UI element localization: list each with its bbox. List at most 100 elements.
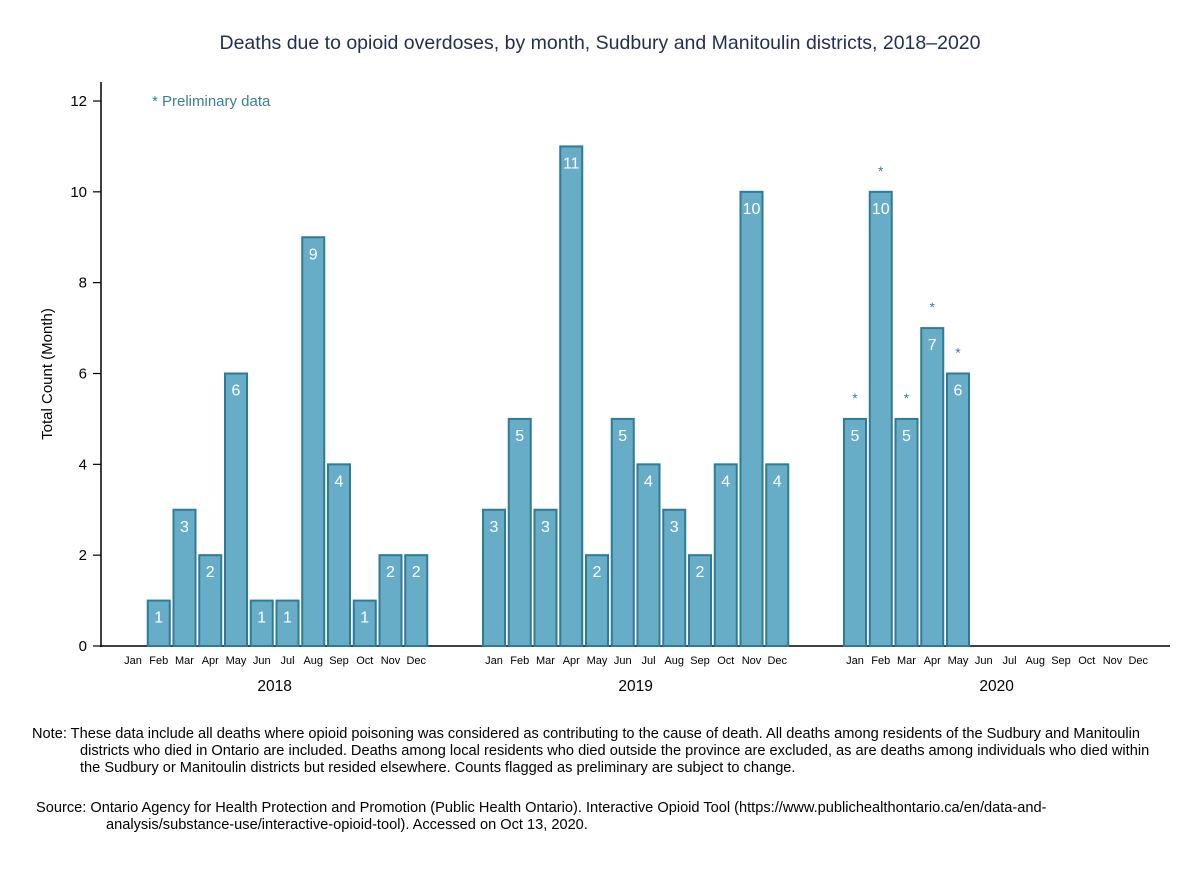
data-label: 10 [872,201,890,218]
bar [249,599,274,647]
x-tick-label: Aug [1025,655,1045,667]
data-label: 2 [412,564,421,581]
bar [378,554,403,648]
bar [585,554,609,648]
data-label: 10 [743,201,761,218]
bar [713,463,738,648]
x-tick-label: Jan [124,655,142,667]
data-label: 1 [360,610,369,627]
bar [894,417,919,647]
x-tick-label: Jul [641,655,655,667]
source-text: Source: Ontario Agency for Health Protec… [36,800,1047,833]
data-label: 5 [618,428,627,445]
bar [765,463,790,648]
x-tick-label: Oct [1078,655,1095,667]
data-label: 1 [257,610,266,627]
x-tick-label: Dec [767,655,787,667]
bar [507,417,532,647]
data-label: 4 [721,473,730,490]
x-tick-label: Aug [664,655,684,667]
bar [662,508,687,647]
data-label: 3 [490,519,499,536]
x-tick-label: Oct [717,655,734,667]
x-tick-label: Apr [563,655,580,667]
x-tick-label: Jun [614,655,632,667]
bar [198,554,223,648]
x-tick-label: Feb [871,655,890,667]
data-label: 2 [386,564,395,581]
bar [172,508,197,647]
bar [301,236,326,647]
x-tick-label: May [948,655,969,667]
x-tick-label: Jul [1002,655,1016,667]
x-tick-label: Feb [510,655,529,667]
data-label: 5 [515,428,524,445]
x-tick-label: Dec [1128,655,1148,667]
x-tick-label: Nov [742,655,762,667]
y-tick-label: 0 [79,638,87,655]
data-label: 1 [154,610,163,627]
preliminary-marker: * [878,163,884,179]
bar [868,190,893,647]
data-label: 11 [563,155,580,172]
data-label: 3 [670,519,679,536]
preliminary-annotation: * Preliminary data [152,93,271,110]
data-label: 9 [309,246,318,263]
x-tick-label: Jan [846,655,864,667]
data-label: 5 [851,428,860,445]
x-tick-label: Sep [329,655,349,667]
bar [224,372,248,647]
bar [352,599,377,647]
y-tick-label: 6 [79,366,87,383]
data-label: 3 [541,519,550,536]
x-tick-label: Mar [175,655,194,667]
x-tick-label: Oct [356,655,373,667]
year-label: 2019 [618,678,652,695]
x-tick-label: Apr [924,655,941,667]
chart-title: Deaths due to opioid overdoses, by month… [219,32,981,54]
data-label: 3 [180,519,189,536]
data-label: 7 [928,337,937,354]
preliminary-marker: * [930,299,936,315]
bars [146,145,970,648]
x-tick-label: Dec [406,655,426,667]
y-tick-label: 8 [79,275,87,292]
y-axis-label: Total Count (Month) [39,308,56,440]
source-note: Source: Ontario Agency for Health Protec… [36,800,1156,834]
x-tick-label: Jun [253,655,271,667]
bar [946,372,970,647]
data-label: 4 [335,473,344,490]
preliminary-marker: * [852,390,858,406]
x-tick-label: Jul [280,655,294,667]
data-label: 2 [593,564,602,581]
x-tick-label: Sep [690,655,710,667]
x-tick-label: Mar [536,655,555,667]
x-tick-label: Nov [381,655,401,667]
preliminary-marker: * [955,345,961,361]
bar [146,599,171,647]
bar [275,599,300,647]
note-text: Note: These data include all deaths wher… [32,726,1150,776]
bar [482,508,506,647]
data-label: 2 [206,564,215,581]
x-tick-label: Nov [1103,655,1123,667]
bar [688,554,712,648]
year-label: 2018 [257,678,291,695]
x-tick-label: Jan [485,655,503,667]
bar [636,463,661,648]
x-tick-label: May [226,655,247,667]
x-tick-label: Apr [202,655,219,667]
y-tick-label: 12 [70,93,87,110]
bar [739,190,764,647]
x-tick-label: Sep [1051,655,1071,667]
data-label: 5 [902,428,911,445]
preliminary-marker: * [904,390,910,406]
data-label: 1 [283,610,292,627]
bar [843,417,867,647]
data-label: 6 [232,383,241,400]
x-tick-label: Aug [303,655,323,667]
data-label: 4 [644,473,653,490]
